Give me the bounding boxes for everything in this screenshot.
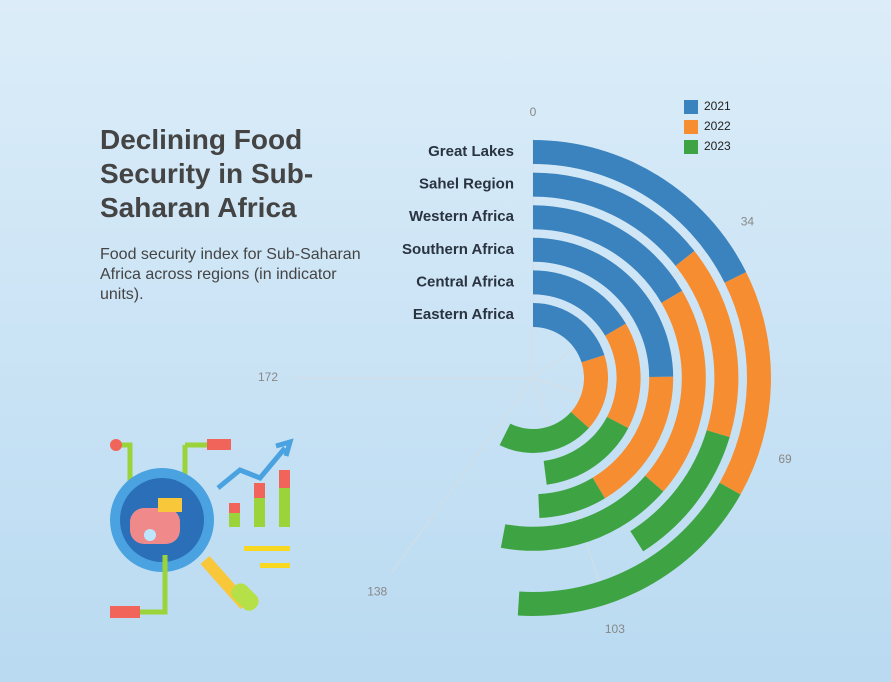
bar-segment [533,270,626,336]
legend-label: 2021 [704,99,731,113]
bar-segment [517,482,741,616]
bar-segment [570,355,608,429]
x-tick-label: 172 [258,370,278,384]
illustration [110,438,294,618]
x-tick-label: 34 [741,214,755,228]
legend-label: 2022 [704,119,731,133]
bar-segment [630,430,730,552]
bar-segment [533,140,747,283]
chart-title: Declining Food Security in Sub-Saharan A… [100,124,314,223]
chart-subtitle: Food security index for Sub-Saharan Afri… [100,246,361,303]
legend-label: 2023 [704,139,731,153]
grid-line [391,377,534,573]
bar-segment [533,205,683,303]
legend-swatch [684,100,698,114]
category-label: Southern Africa [402,241,515,258]
category-label: Western Africa [409,208,515,225]
bar-segment [605,323,641,429]
bar-segment [719,272,772,495]
bar-segment [543,416,629,485]
x-tick-label: 69 [778,452,792,466]
bar-segment [533,303,605,363]
legend-swatch [684,120,698,134]
bar-segment [499,412,589,454]
bar-segment [645,290,706,492]
bar-segment [533,172,695,266]
legend-swatch [684,140,698,154]
bar-segment [500,475,664,551]
x-tick-label: 0 [530,105,537,119]
x-tick-label: 103 [605,622,625,636]
bar-segment [533,237,674,377]
bar-segment [538,477,605,519]
category-label: Sahel Region [419,176,514,193]
bar-segment [592,376,674,499]
bar-segment [675,250,739,438]
category-label: Central Africa [416,273,514,290]
x-tick-label: 138 [367,585,387,599]
category-label: Eastern Africa [413,306,515,323]
category-label: Great Lakes [428,143,514,160]
